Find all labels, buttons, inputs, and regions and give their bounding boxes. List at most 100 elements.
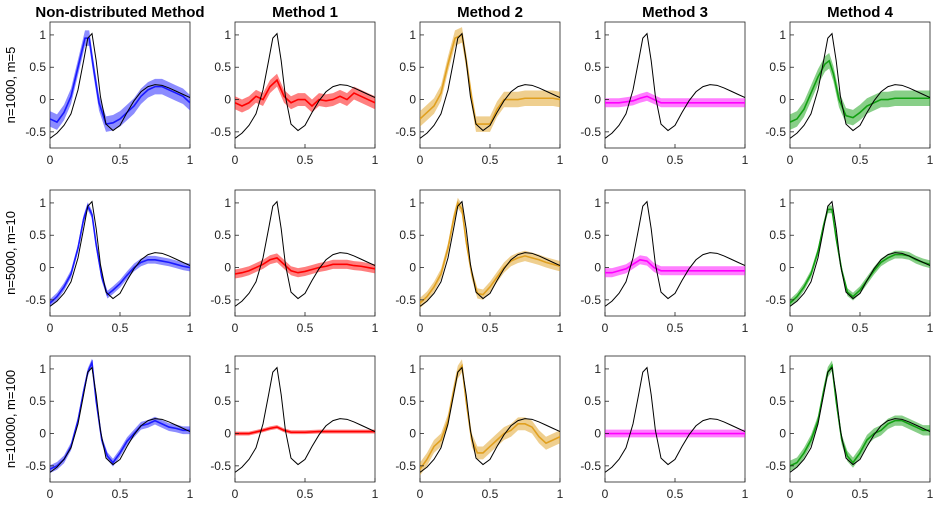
y-tick-label: 1: [779, 362, 786, 376]
estimate-line: [790, 363, 930, 467]
confidence-band: [50, 202, 190, 307]
true-curve: [50, 366, 190, 473]
row-label: n=5000, m=10: [3, 211, 18, 295]
plot-area: [235, 366, 375, 473]
y-tick-label: 1: [224, 362, 231, 376]
plot-area: [420, 359, 560, 476]
column-title: Method 1: [272, 4, 338, 21]
x-tick-label: 0: [787, 487, 794, 501]
panel: 0 0.5 1-0.500.51: [210, 189, 379, 335]
x-tick-label: 0.5: [482, 153, 499, 167]
estimate-line: [420, 363, 560, 470]
plot-area: [50, 358, 190, 473]
plot-area: [420, 197, 560, 309]
plot-area: [605, 366, 745, 473]
y-tick-label: 0.5: [769, 228, 786, 242]
x-tick-label: 1: [927, 321, 934, 335]
y-tick-label: 1: [779, 28, 786, 42]
x-tick-label: 0: [47, 321, 54, 335]
x-tick-label: 0.5: [667, 321, 684, 335]
y-tick-label: 0: [39, 427, 46, 441]
y-tick-label: 1: [594, 28, 601, 42]
x-tick-label: 0: [47, 487, 54, 501]
x-tick-label: 0.5: [112, 321, 129, 335]
y-tick-label: 0.5: [584, 60, 601, 74]
axes-box: [604, 189, 746, 317]
y-tick-label: 0.5: [769, 394, 786, 408]
y-tick-label: 0.5: [399, 394, 416, 408]
panel: 0 0.5 1-0.500.51: [580, 189, 749, 335]
y-tick-label: -0.5: [580, 293, 601, 307]
true-curve: [50, 32, 190, 139]
confidence-band: [235, 73, 375, 113]
y-tick-label: 1: [409, 362, 416, 376]
x-tick-label: 0.5: [482, 321, 499, 335]
axes-box: [419, 189, 561, 317]
x-tick-label: 1: [557, 321, 564, 335]
y-tick-label: 0.5: [29, 394, 46, 408]
panel: 0 0.5 1-0.500.51: [580, 355, 749, 501]
axes-box: [234, 355, 376, 483]
true-curve: [420, 32, 560, 139]
plot-area: [420, 27, 560, 139]
plot-area: [50, 200, 190, 307]
x-tick-label: 1: [557, 487, 564, 501]
x-tick-label: 1: [187, 487, 194, 501]
x-tick-label: 1: [187, 321, 194, 335]
y-tick-label: 0: [594, 261, 601, 275]
confidence-band: [790, 53, 930, 130]
estimate-line: [790, 59, 930, 123]
axes-box: [49, 355, 191, 483]
x-tick-label: 0: [602, 487, 609, 501]
x-tick-label: 0.5: [297, 321, 314, 335]
panel: 0 0.5 1-0.500.51: [25, 355, 194, 501]
panel: 0 0.5 1-0.500.51: [25, 21, 194, 167]
estimate-line: [420, 200, 560, 304]
y-tick-label: 0: [779, 93, 786, 107]
x-tick-label: 0.5: [852, 153, 869, 167]
y-tick-label: 0: [779, 427, 786, 441]
axes-box: [604, 21, 746, 149]
x-tick-label: 0: [232, 487, 239, 501]
y-tick-label: -0.5: [580, 459, 601, 473]
x-tick-label: 0.5: [667, 153, 684, 167]
true-curve: [235, 200, 375, 307]
x-tick-label: 1: [927, 487, 934, 501]
column-title: Non-distributed Method: [35, 4, 204, 21]
column-title: Method 2: [457, 4, 523, 21]
true-curve: [50, 200, 190, 307]
estimate-line: [50, 204, 190, 304]
y-tick-label: -0.5: [580, 125, 601, 139]
true-curve: [235, 32, 375, 139]
x-tick-label: 0.5: [482, 487, 499, 501]
x-tick-label: 1: [372, 487, 379, 501]
x-tick-label: 0: [417, 321, 424, 335]
panel: 0 0.5 1-0.500.51: [395, 189, 564, 335]
y-tick-label: 0.5: [214, 228, 231, 242]
panel: 0 0.5 1-0.500.51: [765, 189, 934, 335]
true-curve: [235, 366, 375, 473]
panel: 0 0.5 1-0.500.51: [395, 355, 564, 501]
panel: 0 0.5 1-0.500.51: [25, 189, 194, 335]
estimate-line: [235, 78, 375, 108]
true-curve: [420, 200, 560, 307]
x-tick-label: 1: [927, 153, 934, 167]
x-tick-label: 0: [602, 321, 609, 335]
y-tick-label: -0.5: [395, 459, 416, 473]
y-tick-label: 1: [409, 28, 416, 42]
confidence-band: [605, 255, 745, 278]
estimate-line: [605, 95, 745, 104]
plot-area: [605, 200, 745, 307]
panel: 0 0.5 1-0.500.51: [765, 21, 934, 167]
axes-box: [234, 21, 376, 149]
plot-area: [790, 32, 930, 139]
y-tick-label: 0.5: [399, 60, 416, 74]
true-curve: [420, 366, 560, 473]
x-tick-label: 0.5: [112, 487, 129, 501]
y-tick-label: 1: [779, 196, 786, 210]
y-tick-label: -0.5: [765, 459, 786, 473]
estimate-line: [50, 359, 190, 470]
x-tick-label: 0.5: [667, 487, 684, 501]
y-tick-label: 1: [39, 28, 46, 42]
true-curve: [605, 366, 745, 473]
